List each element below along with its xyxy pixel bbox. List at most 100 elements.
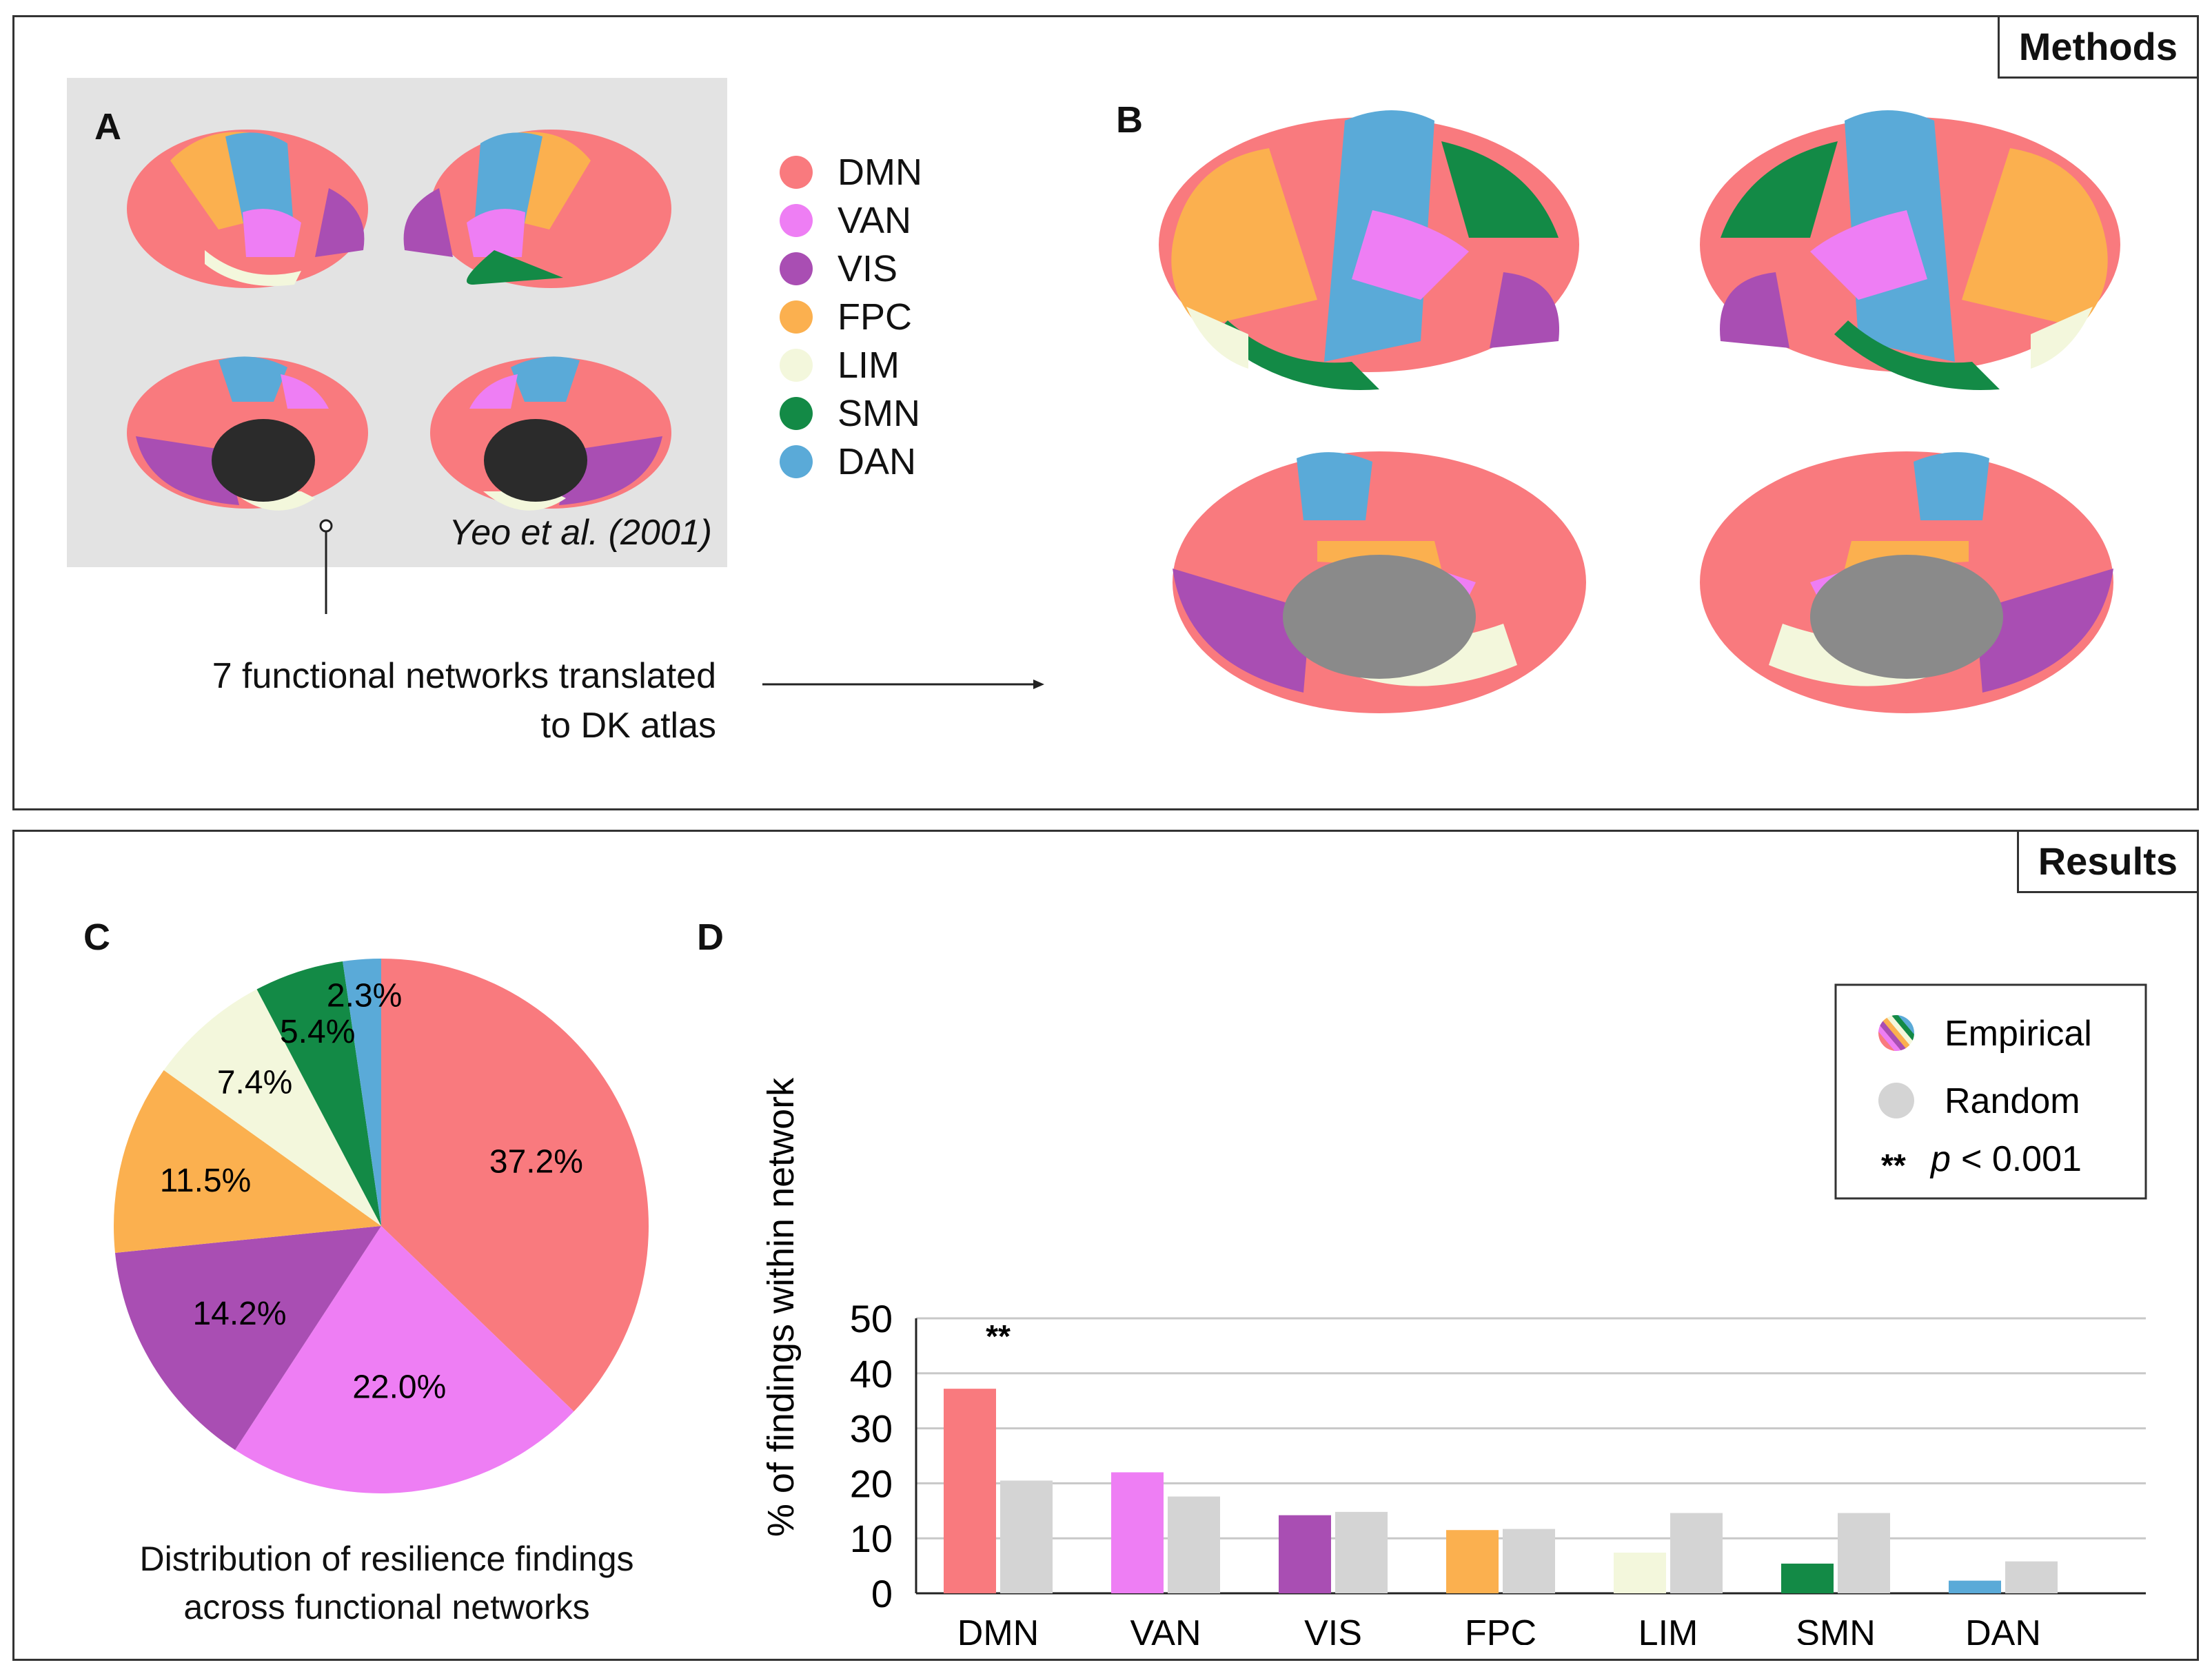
y-tick-label: 30 [850,1407,893,1451]
bar-random-van [1168,1496,1220,1593]
methods-panel: Methods A [12,15,2199,810]
bar-empirical-dmn [944,1389,996,1593]
bar-random-vis [1335,1511,1388,1593]
pie-slice-dan [343,959,381,1226]
pie-slice-van [234,1226,574,1493]
bar-random-fpc [1503,1529,1555,1593]
pie-label-fpc: 11.5% [160,1163,252,1199]
bar-empirical-smn [1781,1563,1834,1593]
x-tick-label: VIS [1304,1613,1362,1645]
pie-caption-line-2: across functional networks [183,1588,590,1626]
brain-medial-right-large [1700,451,2113,713]
legend-sig-p: p [1929,1139,1951,1179]
pie-label-lim: 7.4% [217,1064,292,1101]
legend-swatch [780,204,813,237]
bar-random-dmn [1000,1480,1053,1593]
results-tag: Results [2016,830,2199,893]
pie-label-dmn: 37.2% [489,1143,583,1180]
legend-item: FPC [780,293,922,341]
bar-empirical-van [1111,1472,1164,1593]
legend-label: VIS [838,248,898,289]
legend-swatch [780,156,813,189]
x-tick-label: LIM [1638,1613,1698,1645]
citation-text: Yeo et al. (2001) [449,513,712,553]
pie-label-vis: 14.2% [192,1296,286,1332]
pie-caption-line-1: Distribution of resilience findings [139,1540,634,1578]
x-tick-label: FPC [1465,1613,1536,1645]
legend-item: DAN [780,438,922,486]
x-tick-label: VAN [1130,1613,1201,1645]
empirical-swatch-stripe [1886,1008,1922,1048]
pie-caption: Distribution of resilience findings acro… [56,1535,718,1631]
legend-label: SMN [838,393,920,434]
panel-a-label: A [94,106,121,147]
legend-item: VAN [780,196,922,245]
y-tick-label: 20 [850,1462,893,1505]
pie-slice-vis [114,1226,381,1450]
yeo-atlas-figure: A [67,78,727,567]
bar-empirical-dan [1949,1580,2001,1593]
network-legend: DMN VAN VIS FPC LIM SMN DAN [780,148,922,486]
bar-empirical-fpc [1446,1530,1499,1593]
brain-lateral-left-large [1159,110,1579,390]
caption-line-2: to DK atlas [540,706,716,746]
random-swatch [1878,1083,1914,1118]
legend-item: SMN [780,389,922,438]
legend-item: DMN [780,148,922,196]
legend-label: DMN [838,152,922,193]
x-tick-label: DMN [957,1613,1039,1645]
y-tick-label: 10 [850,1517,893,1560]
methods-tag: Methods [1997,15,2199,79]
y-tick-label: 50 [850,1297,893,1340]
legend-swatch [780,300,813,334]
legend-label: FPC [838,296,912,338]
legend-swatch [780,445,813,478]
legend-empirical-label: Empirical [1945,1014,2092,1054]
legend-random-label: Random [1945,1081,2080,1121]
legend-sig-text: < 0.001 [1961,1139,2082,1179]
pie-label-smn: 5.4% [280,1014,355,1050]
brain-lateral-right-small [403,130,671,288]
legend-label: VAN [838,200,912,241]
yeo-brains-illustration [127,130,671,511]
pie-slice-smn [256,961,381,1226]
dk-brains-illustration [1159,110,2120,713]
bar-legend: Empirical Random ** p < 0.001 [1834,983,2147,1200]
empirical-swatch-stripe [1874,1015,1911,1057]
pie-slice-lim [163,989,381,1226]
results-panel: Results C D 37.2% 22.0% 14.2% 11.5% 7.4% 5.4%… [12,830,2199,1661]
y-tick-label: 40 [850,1352,893,1396]
x-tick-label: DAN [1965,1613,2041,1645]
legend-sig-marker: ** [1881,1147,1906,1183]
legend-label: LIM [838,345,900,386]
y-axis-label: % of findings within network [760,1077,802,1537]
empirical-swatch-stripe [1882,1008,1919,1051]
x-tick-label: SMN [1796,1613,1876,1645]
empirical-swatch-stripe [1878,1012,1915,1054]
bar-random-lim [1670,1513,1723,1593]
panel-d-label: D [697,917,724,958]
caption-line-1: 7 functional networks translated [212,656,716,696]
legend-swatch [780,397,813,430]
bar-empirical-vis [1279,1515,1331,1593]
panel-c-label: C [83,917,110,958]
pie-label-van: 22.0% [352,1369,446,1405]
brain-lateral-right-large [1700,110,2120,390]
empirical-swatch-stripe [1871,1018,1907,1059]
legend-item: LIM [780,341,922,389]
pie-label-dan: 2.3% [327,977,402,1014]
legend-swatch [780,252,813,285]
brain-medial-left-large [1173,451,1586,713]
y-tick-label: 0 [871,1572,893,1615]
pie-chart: 37.2% 22.0% 14.2% 11.5% 7.4% 5.4%2.3% [114,959,649,1493]
bar-chart: 0 10 20 30 40 50 DMN VAN VIS FPC LIM SMN DAN ** % of … [760,983,2147,1645]
brain-medial-right-small [430,356,671,511]
bar-empirical-lim [1614,1552,1666,1593]
legend-label: DAN [838,441,917,482]
significance-marker: ** [986,1318,1011,1354]
bar-random-dan [2005,1561,2058,1593]
legend-swatch [780,349,813,382]
arrow-head [1033,679,1044,689]
pie-slice-dmn [381,959,649,1412]
translation-caption: 7 functional networks translated to DK a… [97,651,716,750]
